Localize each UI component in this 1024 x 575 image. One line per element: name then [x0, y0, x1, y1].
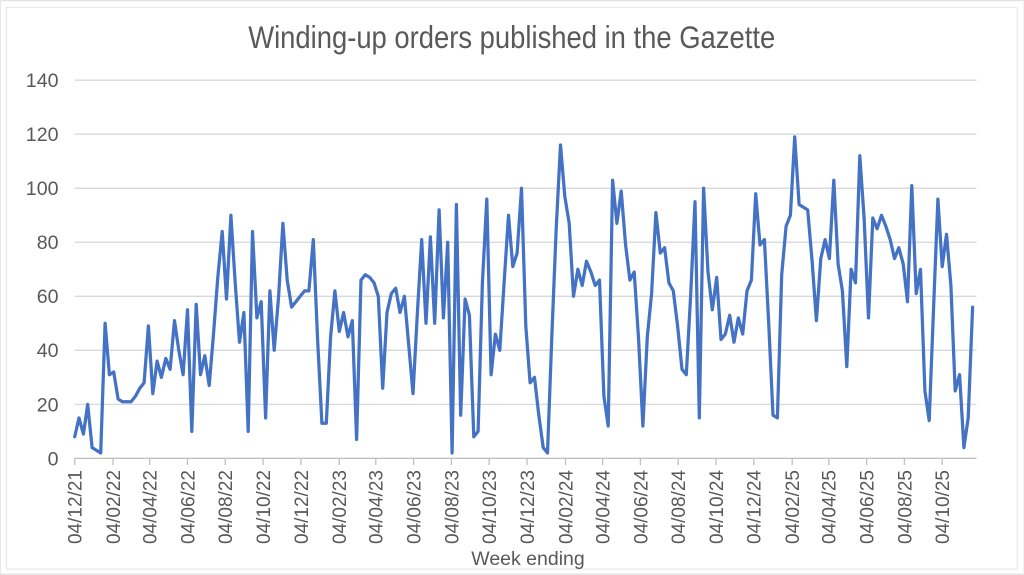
svg-text:04/04/23: 04/04/23: [367, 470, 388, 544]
svg-text:04/04/24: 04/04/24: [594, 470, 615, 544]
svg-text:120: 120: [26, 124, 59, 146]
svg-text:04/10/23: 04/10/23: [480, 470, 501, 544]
svg-text:04/10/24: 04/10/24: [707, 470, 728, 544]
svg-text:04/12/22: 04/12/22: [292, 470, 313, 544]
svg-text:04/06/24: 04/06/24: [631, 470, 652, 544]
svg-text:04/02/25: 04/02/25: [783, 470, 804, 544]
svg-text:20: 20: [37, 394, 59, 416]
svg-text:04/06/25: 04/06/25: [858, 470, 879, 544]
svg-text:04/10/22: 04/10/22: [254, 470, 275, 544]
svg-text:04/12/21: 04/12/21: [66, 470, 87, 544]
svg-text:140: 140: [26, 70, 59, 92]
svg-text:100: 100: [26, 178, 59, 200]
svg-text:04/10/25: 04/10/25: [933, 470, 954, 544]
svg-text:04/06/23: 04/06/23: [405, 470, 426, 544]
svg-text:04/04/22: 04/04/22: [141, 470, 162, 544]
svg-text:0: 0: [48, 448, 59, 470]
svg-text:Week ending: Week ending: [471, 548, 584, 570]
svg-text:04/04/25: 04/04/25: [820, 470, 841, 544]
svg-text:Winding-up orders published in: Winding-up orders published in the Gazet…: [248, 21, 775, 56]
svg-text:04/12/24: 04/12/24: [745, 470, 766, 544]
svg-text:04/06/22: 04/06/22: [178, 470, 199, 544]
svg-text:80: 80: [37, 232, 59, 254]
svg-text:04/02/23: 04/02/23: [330, 470, 351, 544]
svg-text:04/08/22: 04/08/22: [216, 470, 237, 544]
svg-text:04/08/25: 04/08/25: [895, 470, 916, 544]
svg-text:04/08/23: 04/08/23: [442, 470, 463, 544]
svg-text:04/02/22: 04/02/22: [104, 470, 125, 544]
svg-text:04/12/23: 04/12/23: [518, 470, 539, 544]
svg-text:40: 40: [37, 340, 59, 362]
svg-text:60: 60: [37, 286, 59, 308]
svg-text:04/02/24: 04/02/24: [556, 470, 577, 544]
svg-text:04/08/24: 04/08/24: [669, 470, 690, 544]
